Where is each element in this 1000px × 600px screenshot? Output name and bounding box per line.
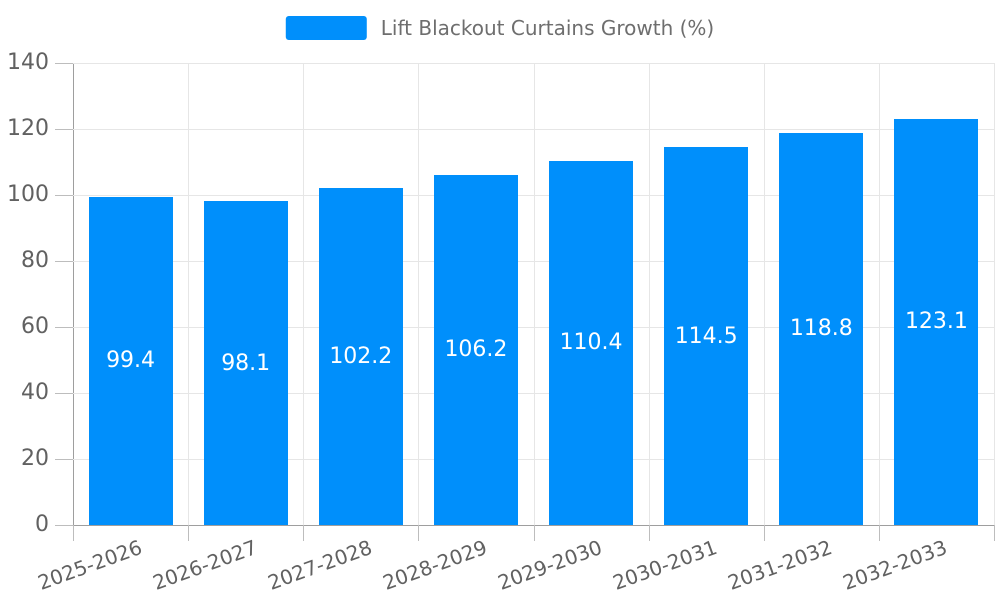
legend-label: Lift Blackout Curtains Growth (%) bbox=[380, 16, 715, 40]
legend[interactable]: Lift Blackout Curtains Growth (%) bbox=[285, 16, 715, 40]
x-axis-tick bbox=[188, 525, 190, 541]
bar-value-label: 99.4 bbox=[106, 348, 156, 374]
gridline-vertical bbox=[418, 63, 420, 525]
y-axis-label: 0 bbox=[35, 512, 49, 537]
y-axis-tick bbox=[55, 393, 73, 394]
x-axis-label: 2032-2033 bbox=[839, 535, 951, 595]
x-axis-label: 2029-2030 bbox=[494, 535, 606, 595]
y-axis-label: 80 bbox=[21, 248, 49, 273]
bar-value-label: 114.5 bbox=[674, 323, 738, 349]
y-axis-label: 60 bbox=[21, 314, 49, 339]
gridline-vertical bbox=[188, 63, 190, 525]
x-axis-label: 2031-2032 bbox=[724, 535, 836, 595]
gridline-vertical bbox=[878, 63, 880, 525]
x-axis-label: 2027-2028 bbox=[264, 535, 376, 595]
x-axis-tick bbox=[648, 525, 650, 541]
y-axis-label: 20 bbox=[21, 446, 49, 471]
bar-value-label: 110.4 bbox=[559, 330, 623, 356]
y-axis-tick bbox=[55, 195, 73, 196]
x-axis-tick bbox=[763, 525, 765, 541]
bar-2028-2029[interactable]: 106.2 bbox=[433, 174, 518, 525]
y-axis-label: 40 bbox=[21, 380, 49, 405]
x-axis-tick bbox=[303, 525, 305, 541]
y-axis-label: 100 bbox=[7, 182, 49, 207]
x-axis-label: 2026-2027 bbox=[149, 535, 260, 595]
gridline-vertical bbox=[533, 63, 535, 525]
y-axis-tick bbox=[55, 459, 73, 460]
y-axis-label: 140 bbox=[7, 50, 49, 75]
x-axis-tick bbox=[73, 525, 74, 541]
legend-swatch bbox=[285, 16, 367, 40]
x-axis-label: 2028-2029 bbox=[379, 535, 491, 595]
bar-2031-2032[interactable]: 118.8 bbox=[779, 132, 864, 525]
y-axis-tick bbox=[55, 63, 73, 64]
bar-value-label: 102.2 bbox=[329, 343, 393, 369]
gridline-vertical bbox=[303, 63, 305, 525]
bar-2029-2030[interactable]: 110.4 bbox=[549, 160, 634, 525]
bar-2025-2026[interactable]: 99.4 bbox=[88, 196, 173, 525]
bar-2032-2033[interactable]: 123.1 bbox=[894, 118, 979, 525]
x-axis-label: 2030-2031 bbox=[609, 535, 721, 595]
x-axis-tick bbox=[994, 525, 995, 541]
bar-2026-2027[interactable]: 98.1 bbox=[203, 201, 288, 525]
y-axis-tick bbox=[55, 129, 73, 130]
bar-value-label: 98.1 bbox=[221, 350, 271, 376]
bar-value-label: 123.1 bbox=[904, 309, 968, 335]
y-axis-label: 120 bbox=[7, 116, 49, 141]
y-axis-tick bbox=[55, 261, 73, 262]
y-axis-tick bbox=[55, 327, 73, 328]
y-axis-tick bbox=[55, 525, 73, 526]
bar-value-label: 118.8 bbox=[789, 316, 853, 342]
x-axis-tick bbox=[878, 525, 880, 541]
x-axis-tick bbox=[533, 525, 535, 541]
gridline-vertical bbox=[648, 63, 650, 525]
gridline-vertical bbox=[763, 63, 765, 525]
x-axis-tick bbox=[418, 525, 420, 541]
x-axis-label: 2025-2026 bbox=[34, 535, 145, 595]
bar-2030-2031[interactable]: 114.5 bbox=[664, 147, 749, 525]
bar-value-label: 106.2 bbox=[444, 337, 508, 363]
bar-2027-2028[interactable]: 102.2 bbox=[318, 187, 403, 525]
gridline-vertical bbox=[994, 63, 995, 525]
